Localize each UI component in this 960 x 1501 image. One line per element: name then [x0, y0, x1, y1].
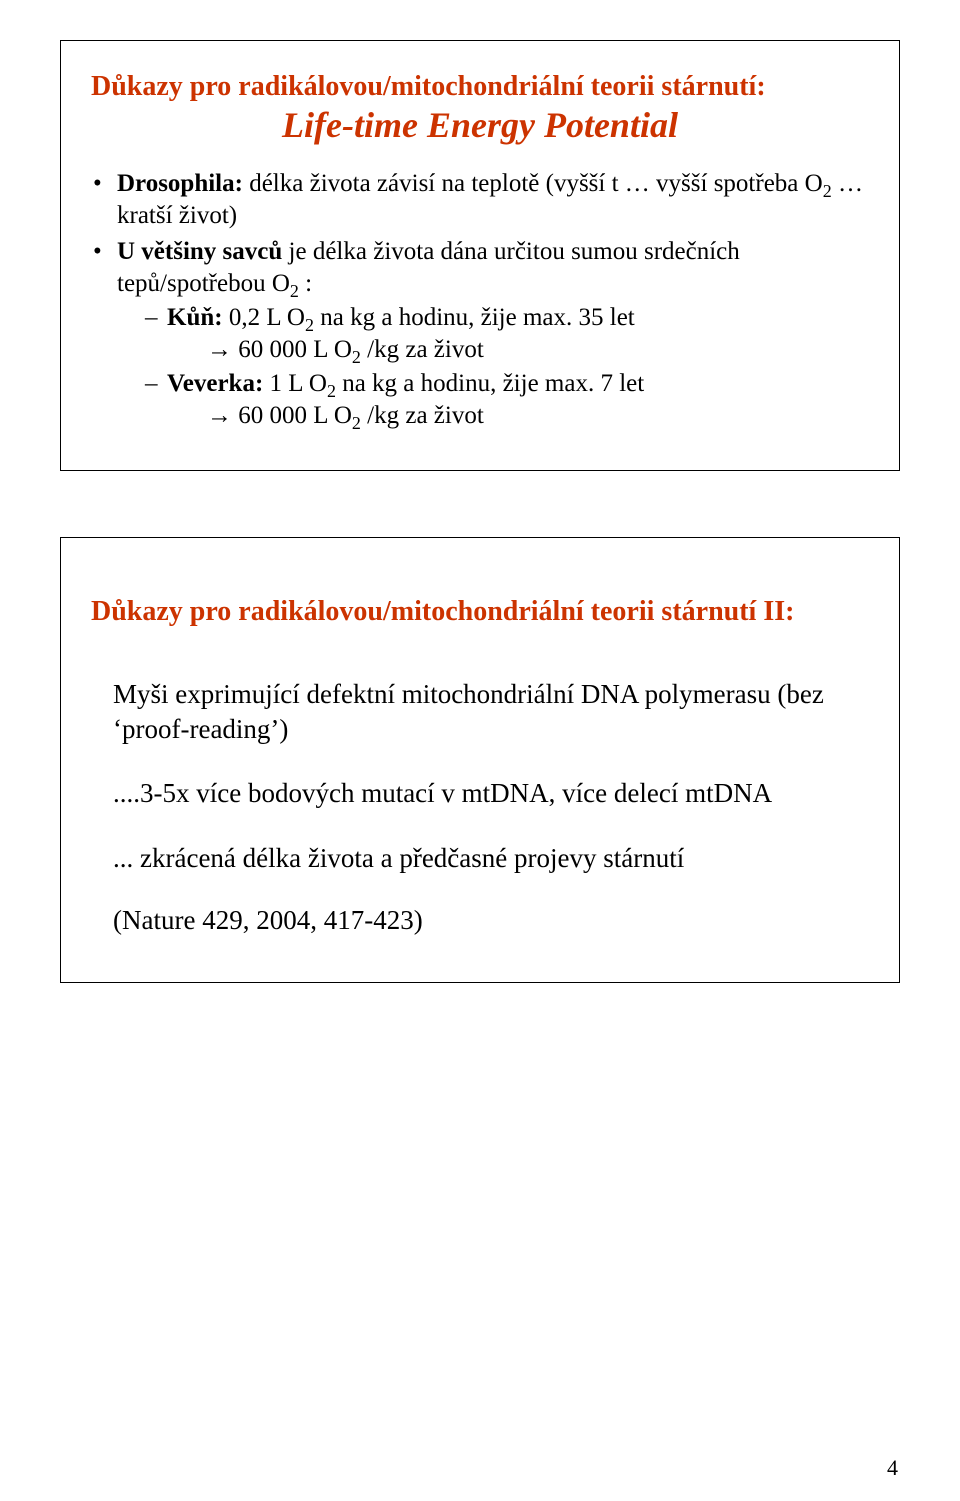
page: Důkazy pro radikálovou/mitochondriální t… [0, 0, 960, 1501]
slide1-title-line2: Life-time Energy Potential [91, 104, 869, 146]
page-number: 4 [887, 1455, 898, 1481]
sub1-rest: 0,2 L O [223, 304, 305, 331]
o2-sub: 2 [352, 347, 361, 367]
sub2-arrow-b: /kg za život [361, 402, 484, 429]
bullet-savcu: U většiny savců je délka života dána urč… [91, 236, 869, 432]
bullet-drosophila: Drosophila: délka života závisí na teplo… [91, 168, 869, 232]
o2-sub: 2 [352, 413, 361, 433]
slide2-p2: ....3-5x více bodových mutací v mtDNA, v… [113, 776, 869, 811]
sub1-arrow-a: → 60 000 L O [207, 336, 352, 363]
slide2-citation: (Nature 429, 2004, 417-423) [113, 905, 869, 936]
slide2-p1: Myši exprimující defektní mitochondriáln… [113, 677, 869, 746]
slide2-p3: ... zkrácená délka života a předčasné pr… [113, 841, 869, 876]
o2-sub: 2 [290, 281, 299, 301]
slide1-sublist: Kůň: 0,2 L O2 na kg a hodinu, žije max. … [145, 302, 869, 432]
o2-sub: 2 [327, 381, 336, 401]
slide-1: Důkazy pro radikálovou/mitochondriální t… [60, 40, 900, 471]
sub2-arrow-a: → 60 000 L O [207, 402, 352, 429]
sub1-lead: Kůň: [167, 304, 223, 331]
sub2-rest2: na kg a hodinu, žije max. 7 let [336, 370, 644, 397]
slide2-title: Důkazy pro radikálovou/mitochondriální t… [91, 594, 869, 629]
bullet1-rest: délka života závisí na teplotě (vyšší t … [243, 170, 823, 197]
sub2-rest: 1 L O [263, 370, 327, 397]
p1-b: ) [279, 714, 288, 744]
sub2-lead: Veverka: [167, 370, 263, 397]
p1-quote: ‘proof-reading’ [113, 714, 279, 744]
subitem-veverka: Veverka: 1 L O2 na kg a hodinu, žije max… [145, 368, 869, 432]
subitem-kun: Kůň: 0,2 L O2 na kg a hodinu, žije max. … [145, 302, 869, 366]
bullet1-lead: Drosophila: [117, 170, 243, 197]
bullet2-lead: U většiny savců [117, 238, 282, 265]
sub1-arrowline: → 60 000 L O2 /kg za život [167, 334, 869, 366]
slide-2: Důkazy pro radikálovou/mitochondriální t… [60, 537, 900, 983]
o2-sub: 2 [305, 315, 314, 335]
slide1-bullets: Drosophila: délka života závisí na teplo… [91, 168, 869, 432]
slide1-title-line1: Důkazy pro radikálovou/mitochondriální t… [91, 69, 869, 104]
sub2-arrowline: → 60 000 L O2 /kg za život [167, 400, 869, 432]
sub1-rest2: na kg a hodinu, žije max. 35 let [314, 304, 635, 331]
bullet2-tail: : [299, 270, 312, 297]
o2-sub: 2 [823, 181, 832, 201]
p1-a: Myši exprimující defektní mitochondriáln… [113, 679, 824, 709]
sub1-arrow-b: /kg za život [361, 336, 484, 363]
